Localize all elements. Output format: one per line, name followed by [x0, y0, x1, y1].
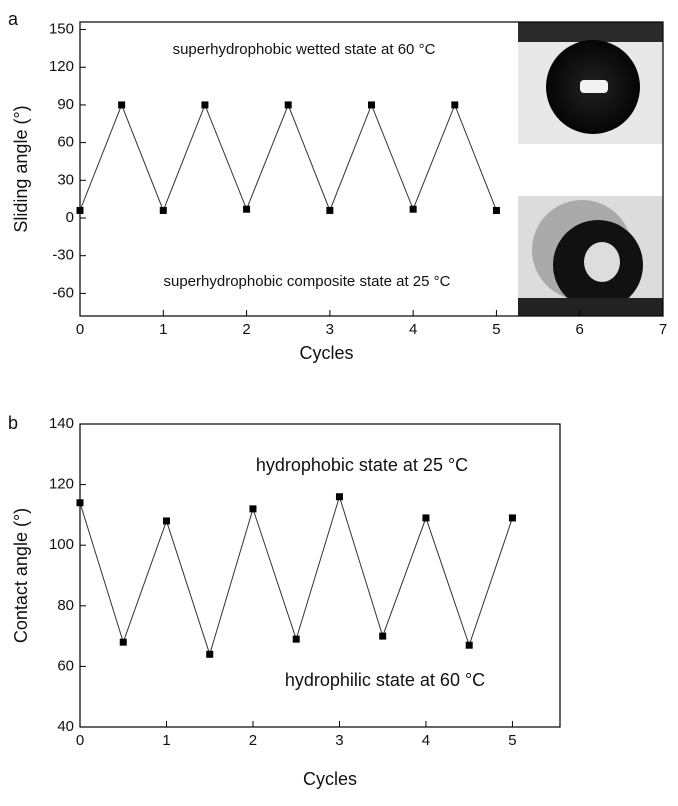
- annotation: superhydrophobic composite state at 25 °…: [164, 273, 451, 290]
- x-tick-label: 1: [159, 321, 167, 338]
- data-point: [119, 638, 127, 646]
- y-tick-label: -30: [52, 247, 74, 264]
- data-point: [76, 499, 84, 507]
- y-axis-label: Sliding angle (°): [11, 105, 31, 232]
- data-point: [368, 101, 375, 109]
- y-tick-label: 0: [66, 209, 74, 226]
- photo-wetted: [518, 22, 663, 144]
- y-tick-label: 40: [57, 718, 74, 735]
- x-axis-label: Cycles: [299, 343, 353, 363]
- data-point: [118, 101, 126, 109]
- photo-composite: [518, 196, 663, 316]
- data-point: [465, 641, 473, 649]
- plot-frame: [79, 423, 561, 728]
- x-tick-label: 7: [659, 321, 667, 338]
- annotation: hydrophilic state at 60 °C: [285, 670, 485, 690]
- x-tick-label: 2: [242, 321, 250, 338]
- series-line: [79, 495, 513, 656]
- data-point: [249, 505, 257, 513]
- data-point: [162, 517, 170, 525]
- data-point: [508, 514, 516, 522]
- y-tick-label: -60: [52, 284, 74, 301]
- x-tick-label: 1: [162, 732, 170, 749]
- panel-label: a: [8, 9, 19, 29]
- y-tick-label: 100: [49, 536, 74, 553]
- data-point: [335, 493, 343, 501]
- y-tick-label: 90: [57, 96, 74, 113]
- x-tick-label: 5: [492, 321, 500, 338]
- plot-frame: [79, 21, 664, 317]
- y-tick-label: 60: [57, 134, 74, 151]
- y-axis-label: Contact angle (°): [11, 508, 31, 643]
- x-tick-label: 4: [422, 732, 430, 749]
- y-tick-label: 30: [57, 171, 74, 188]
- y-tick-label: 120: [49, 476, 74, 493]
- data-point: [379, 632, 387, 640]
- y-tick-label: 120: [49, 58, 74, 75]
- data-point: [422, 514, 430, 522]
- y-tick-label: 80: [57, 597, 74, 614]
- y-tick-label: 140: [49, 415, 74, 432]
- x-tick-label: 5: [508, 732, 516, 749]
- x-tick-label: 3: [335, 732, 343, 749]
- data-point: [451, 101, 459, 109]
- data-point: [159, 206, 167, 214]
- y-tick-label: 60: [57, 657, 74, 674]
- data-point: [206, 650, 214, 658]
- panel-label: b: [8, 413, 18, 433]
- annotation: superhydrophobic wetted state at 60 °C: [173, 41, 436, 58]
- data-point: [292, 635, 300, 643]
- x-tick-label: 3: [326, 321, 334, 338]
- x-tick-label: 0: [76, 321, 84, 338]
- x-tick-label: 6: [576, 321, 584, 338]
- x-tick-label: 2: [249, 732, 257, 749]
- data-point: [326, 206, 334, 214]
- y-tick-label: 150: [49, 21, 74, 38]
- data-point: [76, 206, 84, 214]
- data-point: [201, 101, 209, 109]
- x-tick-label: 0: [76, 732, 84, 749]
- x-axis-label: Cycles: [303, 769, 357, 789]
- data-point: [243, 205, 251, 213]
- series-line: [79, 103, 497, 212]
- annotation: hydrophobic state at 25 °C: [256, 455, 468, 475]
- data-point: [284, 101, 292, 109]
- data-point: [492, 206, 500, 214]
- data-point: [409, 205, 417, 213]
- x-tick-label: 4: [409, 321, 417, 338]
